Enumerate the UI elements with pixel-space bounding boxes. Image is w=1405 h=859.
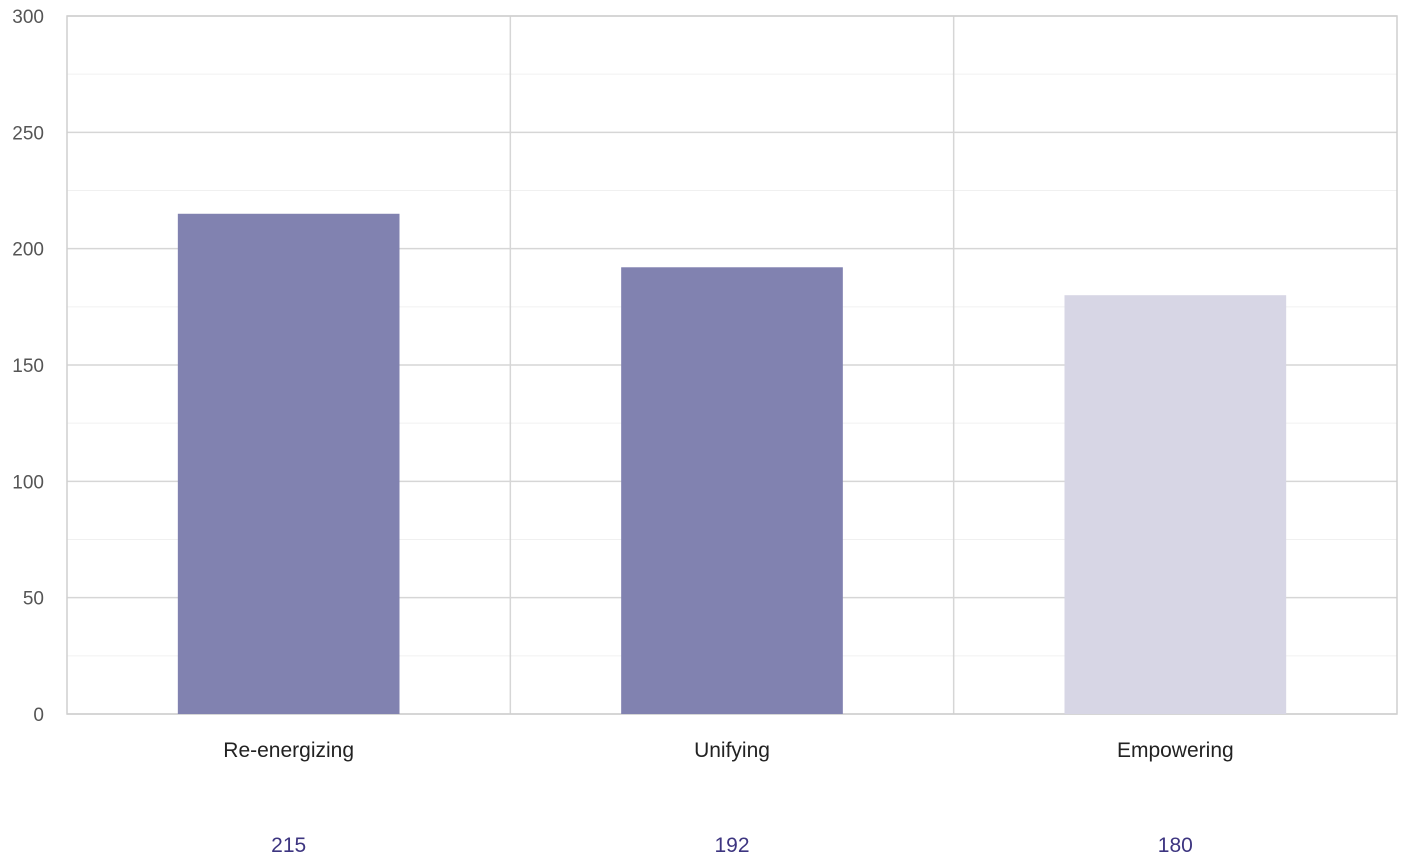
category-labels: Re-energizing Unifying Empowering [223, 739, 1233, 762]
y-tick-label: 250 [12, 123, 44, 144]
y-axis-ticks: 0 50 100 150 200 250 300 [12, 7, 44, 726]
y-tick-label: 200 [12, 240, 44, 261]
category-label: Empowering [1117, 739, 1234, 762]
category-label: Unifying [694, 739, 770, 762]
value-labels: 215 192 180 [271, 834, 1193, 857]
value-label: 192 [714, 834, 749, 857]
y-tick-label: 50 [23, 589, 44, 610]
bar-unifying [621, 267, 843, 714]
y-tick-label: 300 [12, 7, 44, 28]
y-tick-label: 100 [12, 472, 44, 493]
bars [177, 213, 1287, 714]
value-label: 180 [1158, 834, 1193, 857]
y-tick-label: 150 [12, 356, 44, 377]
category-label: Re-energizing [223, 739, 354, 762]
bar-empowering [1064, 295, 1287, 714]
bar-re-energizing [177, 213, 400, 714]
value-label: 215 [271, 834, 306, 857]
y-tick-label: 0 [33, 705, 44, 726]
